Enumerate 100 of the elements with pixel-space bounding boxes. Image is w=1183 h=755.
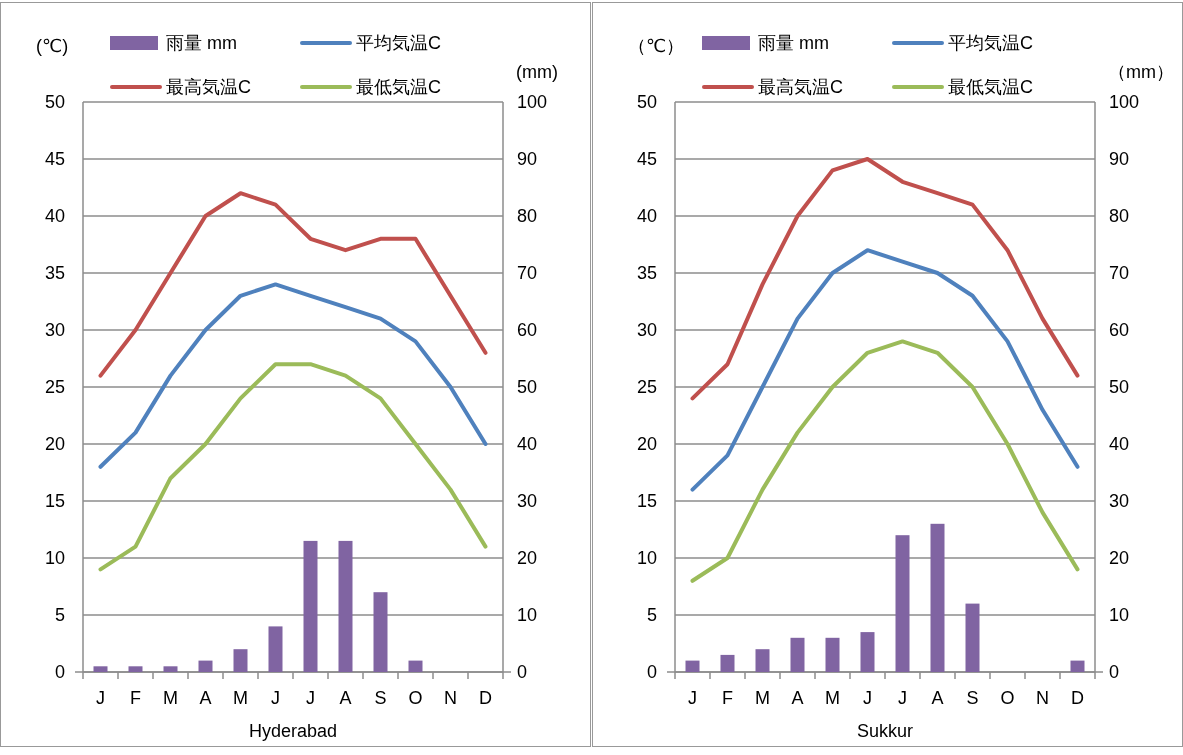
bar bbox=[128, 666, 143, 672]
y2-tick-label: 50 bbox=[517, 377, 538, 398]
y2-tick-label: 80 bbox=[517, 206, 538, 227]
x-tick-label: N bbox=[1036, 688, 1049, 708]
y2-axis-title: （mm） bbox=[1108, 62, 1174, 82]
y2-tick-label: 60 bbox=[517, 320, 538, 341]
x-tick-label: M bbox=[825, 688, 840, 708]
y2-tick-label: 30 bbox=[1109, 491, 1130, 512]
y-tick-label: 0 bbox=[54, 662, 65, 683]
x-tick-label: A bbox=[931, 688, 944, 708]
bar bbox=[268, 626, 283, 672]
line-series bbox=[98, 191, 488, 378]
x-tick-label: J bbox=[96, 688, 105, 708]
y2-tick-label: 90 bbox=[517, 149, 538, 170]
bar bbox=[790, 637, 805, 672]
x-tick-label: J bbox=[271, 688, 280, 708]
y2-tick-label: 90 bbox=[1109, 149, 1130, 170]
line-series bbox=[690, 248, 1080, 492]
y-tick-label: 35 bbox=[636, 263, 657, 284]
y2-axis-title: (mm) bbox=[516, 62, 558, 82]
bar bbox=[930, 523, 945, 672]
y-tick-label: 15 bbox=[44, 491, 65, 512]
bar bbox=[198, 660, 213, 672]
bar bbox=[860, 632, 875, 672]
y2-tick-label: 0 bbox=[1109, 662, 1120, 683]
bar bbox=[720, 654, 735, 672]
y2-tick-label: 70 bbox=[1109, 263, 1130, 284]
y-axis-title: (℃) bbox=[36, 36, 69, 56]
y-tick-label: 30 bbox=[44, 320, 65, 341]
y2-tick-label: 0 bbox=[517, 662, 528, 683]
bar bbox=[755, 649, 770, 672]
y-tick-label: 35 bbox=[44, 263, 65, 284]
bar bbox=[163, 666, 178, 672]
y-tick-label: 45 bbox=[636, 149, 657, 170]
x-tick-label: M bbox=[233, 688, 248, 708]
y-tick-label: 15 bbox=[636, 491, 657, 512]
line-series bbox=[98, 362, 488, 572]
bar bbox=[373, 592, 388, 672]
y2-tick-label: 40 bbox=[517, 434, 538, 455]
y-tick-label: 20 bbox=[44, 434, 65, 455]
x-axis-title: Sukkur bbox=[856, 721, 914, 741]
bar bbox=[338, 540, 353, 672]
y2-tick-label: 100 bbox=[1109, 92, 1140, 113]
legend-label: 平均気温C bbox=[948, 33, 1033, 54]
y-tick-label: 5 bbox=[54, 605, 65, 626]
y2-tick-label: 40 bbox=[1109, 434, 1130, 455]
x-tick-label: D bbox=[479, 688, 492, 708]
y-tick-label: 25 bbox=[44, 377, 65, 398]
legend-label: 平均気温C bbox=[356, 33, 441, 54]
y-tick-label: 20 bbox=[636, 434, 657, 455]
bar bbox=[233, 649, 248, 672]
y-tick-label: 0 bbox=[646, 662, 657, 683]
line-series bbox=[690, 339, 1080, 583]
x-axis-title: Hyderabad bbox=[248, 721, 338, 741]
y-tick-label: 40 bbox=[44, 206, 65, 227]
y2-tick-label: 50 bbox=[1109, 377, 1130, 398]
bar bbox=[303, 540, 318, 672]
y-tick-label: 10 bbox=[44, 548, 65, 569]
x-tick-label: J bbox=[688, 688, 697, 708]
legend-label: 雨量 mm bbox=[166, 33, 237, 54]
legend-label: 最高気温C bbox=[166, 77, 251, 98]
y-tick-label: 10 bbox=[636, 548, 657, 569]
y-tick-label: 5 bbox=[646, 605, 657, 626]
x-tick-label: F bbox=[722, 688, 733, 708]
y-tick-label: 40 bbox=[636, 206, 657, 227]
y-tick-label: 50 bbox=[636, 92, 657, 113]
legend-label: 最低気温C bbox=[356, 77, 441, 98]
x-tick-label: J bbox=[306, 688, 315, 708]
x-tick-label: D bbox=[1071, 688, 1084, 708]
x-tick-label: M bbox=[163, 688, 178, 708]
y2-tick-label: 80 bbox=[1109, 206, 1130, 227]
bar bbox=[685, 660, 700, 672]
y-tick-label: 45 bbox=[44, 149, 65, 170]
x-tick-label: F bbox=[130, 688, 141, 708]
bar bbox=[825, 637, 840, 672]
x-tick-label: J bbox=[898, 688, 907, 708]
x-tick-label: A bbox=[199, 688, 212, 708]
y2-tick-label: 100 bbox=[517, 92, 548, 113]
y-tick-label: 25 bbox=[636, 377, 657, 398]
y2-tick-label: 10 bbox=[517, 605, 538, 626]
y-tick-label: 50 bbox=[44, 92, 65, 113]
x-tick-label: M bbox=[755, 688, 770, 708]
legend-label: 最高気温C bbox=[758, 77, 843, 98]
x-tick-label: S bbox=[966, 688, 979, 708]
line-series bbox=[98, 282, 488, 469]
y2-tick-label: 70 bbox=[517, 263, 538, 284]
legend-label: 雨量 mm bbox=[758, 33, 829, 54]
y2-tick-label: 30 bbox=[517, 491, 538, 512]
x-tick-label: O bbox=[1000, 688, 1015, 708]
x-tick-label: S bbox=[374, 688, 387, 708]
x-tick-label: J bbox=[863, 688, 872, 708]
bar bbox=[93, 666, 108, 672]
line-series bbox=[690, 157, 1080, 401]
bar bbox=[408, 660, 423, 672]
y2-tick-label: 20 bbox=[517, 548, 538, 569]
x-tick-label: N bbox=[444, 688, 457, 708]
y-tick-label: 30 bbox=[636, 320, 657, 341]
bar bbox=[965, 603, 980, 672]
x-tick-label: A bbox=[791, 688, 804, 708]
x-tick-label: A bbox=[339, 688, 352, 708]
